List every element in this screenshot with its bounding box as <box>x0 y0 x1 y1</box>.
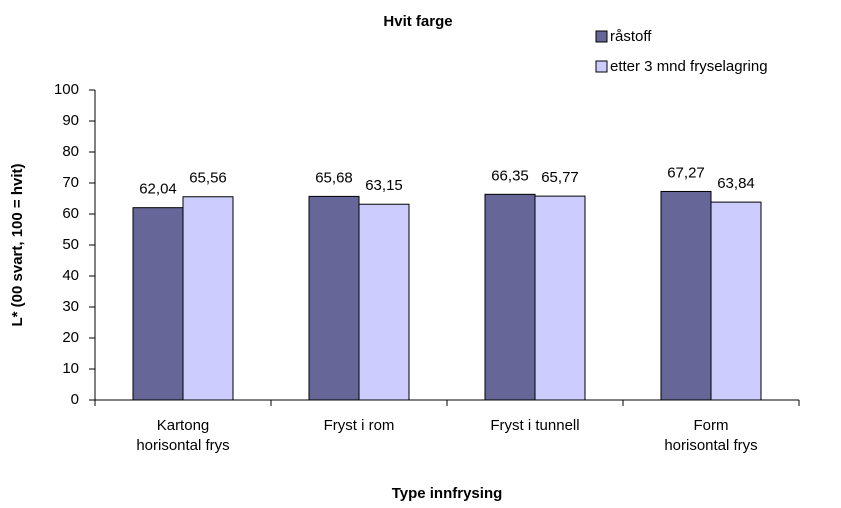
legend-label: etter 3 mnd fryselagring <box>610 58 768 75</box>
bar <box>358 203 410 401</box>
y-tick-label: 20 <box>62 329 79 346</box>
x-tick-label: Fryst i rom <box>323 417 395 434</box>
y-tick-label: 0 <box>71 391 79 408</box>
bar <box>308 195 360 401</box>
chart-title: Hvit farge <box>383 13 452 30</box>
bar <box>484 193 536 401</box>
y-tick-label: 100 <box>54 81 79 98</box>
value-label: 65,56 <box>189 170 227 187</box>
legend-swatch <box>595 60 608 73</box>
y-axis-title: L* (00 svart, 100 = hvit) <box>9 164 26 327</box>
value-label: 63,15 <box>365 177 403 194</box>
x-axis-title: Type innfrysing <box>392 485 503 502</box>
value-label: 67,27 <box>667 164 705 181</box>
y-tick-label: 30 <box>62 298 79 315</box>
x-tick-label: Form horisontal frys <box>664 417 758 454</box>
x-tick-label: Kartong horisontal frys <box>136 417 230 454</box>
bar <box>132 207 184 401</box>
bar <box>182 196 234 401</box>
value-label: 65,77 <box>541 169 579 186</box>
bar <box>660 190 712 401</box>
y-tick-label: 10 <box>62 360 79 377</box>
y-tick-label: 40 <box>62 267 79 284</box>
value-label: 66,35 <box>491 167 529 184</box>
value-label: 62,04 <box>139 181 177 198</box>
y-tick-label: 70 <box>62 174 79 191</box>
y-tick-label: 50 <box>62 236 79 253</box>
y-tick-label: 90 <box>62 112 79 129</box>
y-tick-label: 60 <box>62 205 79 222</box>
x-tick-label: Fryst i tunnell <box>490 417 580 434</box>
legend-swatch <box>595 30 608 43</box>
value-label: 63,84 <box>717 175 755 192</box>
y-tick-label: 80 <box>62 143 79 160</box>
bar <box>710 201 762 401</box>
value-label: 65,68 <box>315 169 353 186</box>
bar <box>534 195 586 401</box>
legend-label: råstoff <box>610 28 652 45</box>
